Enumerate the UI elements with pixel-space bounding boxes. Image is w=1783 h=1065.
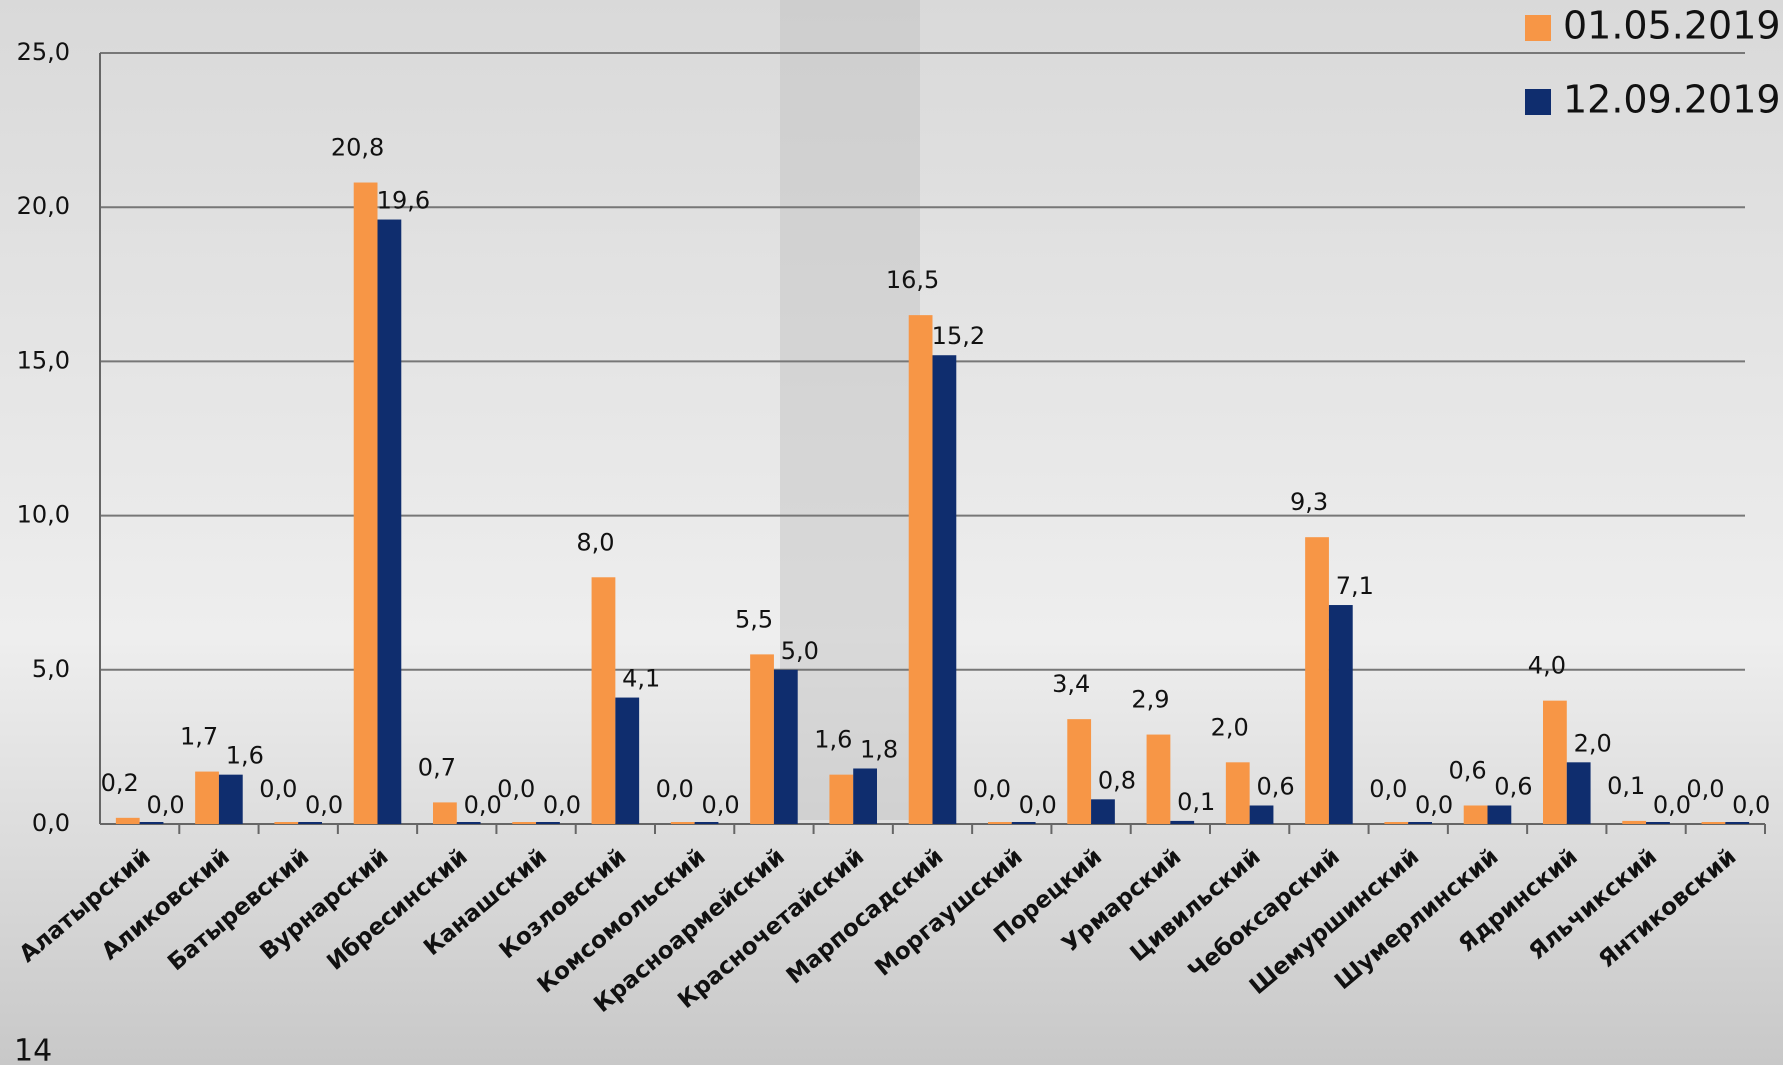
bar [988,822,1012,824]
bar [1091,799,1115,824]
value-label: 0,0 [1019,791,1057,819]
bar [909,315,933,824]
bar [1250,805,1274,824]
value-label: 5,0 [781,637,819,665]
value-label: 0,0 [656,775,694,803]
value-label: 0,0 [146,791,184,819]
y-tick-label: 5,0 [32,655,70,683]
value-label: 0,6 [1256,772,1294,800]
y-tick-label: 25,0 [17,38,70,66]
value-label: 0,0 [1369,775,1407,803]
bar [1567,762,1591,824]
value-label: 1,7 [180,723,218,751]
value-label: 0,8 [1098,766,1136,794]
bar [592,577,616,824]
bar [1702,822,1726,824]
bar [1305,537,1329,824]
bar [1329,605,1353,824]
bar [829,775,853,824]
y-tick-label: 10,0 [17,501,70,529]
chart: 14 0,0 5,0 10,0 15,0 20,0 25,0 0,2 1,7 0,0 20,8 0,… [0,0,1783,1065]
legend-swatch [1525,89,1551,115]
value-label: 16,5 [886,266,939,294]
page-number: 14 [14,1034,52,1065]
value-label: 0,0 [973,775,1011,803]
bar [140,822,164,824]
value-label: 0,7 [418,753,456,781]
value-label: 0,1 [1177,788,1215,816]
value-label: 0,0 [701,791,739,819]
bar [354,183,378,824]
value-label: 1,8 [860,735,898,763]
bar [853,768,877,824]
value-label: 15,2 [932,322,985,350]
value-label: 0,0 [543,791,581,819]
bar [750,654,774,824]
value-label: 7,1 [1336,572,1374,600]
legend-label: 12.09.2019 [1563,78,1781,122]
bar [536,822,560,824]
legend-label: 01.05.2019 [1563,4,1781,48]
value-label: 0,0 [259,775,297,803]
bar [433,802,457,824]
value-label: 0,0 [1653,791,1691,819]
value-label: 2,0 [1574,729,1612,757]
bar [1384,822,1408,824]
value-label: 0,0 [464,791,502,819]
value-label: 0,0 [1686,775,1724,803]
bar [1226,762,1250,824]
bar [219,775,243,824]
bar [1408,822,1432,824]
value-label: 0,0 [1732,791,1770,819]
value-label: 8,0 [576,528,614,556]
bar [1170,821,1194,824]
value-label: 0,2 [101,769,139,797]
bar [378,220,402,824]
value-label: 0,0 [497,775,535,803]
bar [1012,822,1036,824]
y-tick-label: 0,0 [32,809,70,837]
value-label: 0,1 [1607,772,1645,800]
value-label: 9,3 [1290,488,1328,516]
bar [512,822,536,824]
bar [1543,701,1567,824]
value-label: 5,5 [735,605,773,633]
value-label: 0,6 [1494,772,1532,800]
value-label: 2,0 [1211,713,1249,741]
value-label: 1,6 [814,726,852,754]
bar [195,772,219,824]
value-label: 4,0 [1528,652,1566,680]
value-label: 3,4 [1052,670,1090,698]
value-label: 4,1 [622,665,660,693]
bar [774,670,798,824]
bar [695,822,719,824]
bar [1646,822,1670,824]
bar [1622,821,1646,824]
bar [1147,735,1171,824]
bar [615,698,639,824]
bar [274,822,298,824]
background-tower [780,0,920,820]
bar [298,822,322,824]
legend-swatch [1525,15,1551,41]
bar [1067,719,1091,824]
bar [1464,805,1488,824]
bar [933,355,957,824]
bar [116,818,140,824]
bar [671,822,695,824]
value-label: 19,6 [377,187,430,215]
y-tick-label: 20,0 [17,192,70,220]
value-label: 2,9 [1131,686,1169,714]
value-label: 0,0 [305,791,343,819]
value-label: 20,8 [331,134,384,162]
y-tick-label: 15,0 [17,346,70,374]
value-label: 0,0 [1415,791,1453,819]
value-label: 1,6 [226,742,264,770]
bar [1725,822,1749,824]
bar [1488,805,1512,824]
bar [457,822,481,824]
value-label: 0,6 [1449,756,1487,784]
